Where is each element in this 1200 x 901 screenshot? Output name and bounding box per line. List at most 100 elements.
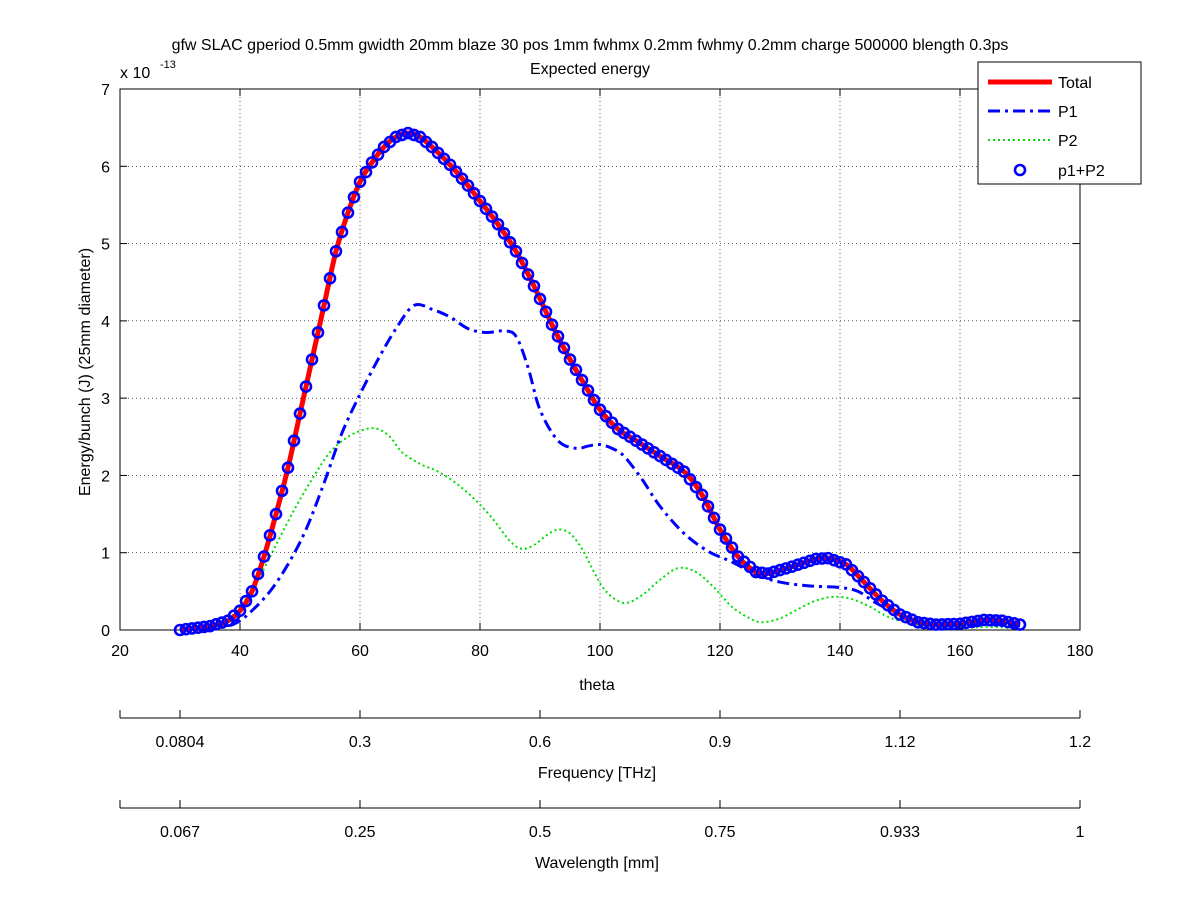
legend-label: P1	[1058, 104, 1078, 121]
series-p1-line	[179, 302, 1021, 632]
series-marker	[335, 225, 349, 239]
series-marker	[233, 604, 247, 617]
plot-frame	[119, 88, 1081, 631]
y-tick-label: 5	[101, 237, 110, 254]
frequency-tick-label: 0.6	[529, 734, 551, 751]
series-layer	[173, 126, 1027, 637]
series-marker	[551, 330, 565, 343]
series-marker	[815, 552, 829, 565]
series-marker	[209, 618, 223, 631]
wavelength-tick-label: 0.5	[529, 824, 551, 841]
series-marker	[293, 407, 307, 420]
legend-label: Total	[1058, 75, 1092, 92]
frequency-tick-label: 1.12	[884, 734, 915, 751]
y-tick-label: 4	[101, 314, 110, 331]
series-marker	[461, 179, 475, 192]
series-marker	[905, 613, 919, 626]
series-marker	[947, 617, 961, 631]
series-marker	[515, 256, 529, 270]
legend-item-p1: P1	[988, 104, 1078, 121]
series-marker	[557, 341, 571, 355]
x-tick-label: 80	[471, 643, 489, 660]
frequency-tick-label: 1.2	[1069, 734, 1091, 751]
x-tick-label: 60	[351, 643, 369, 660]
chart-subtitle: Expected energy	[530, 61, 650, 78]
series-marker	[251, 567, 265, 581]
series-marker	[359, 165, 373, 179]
series-marker	[833, 555, 847, 569]
series-marker	[581, 384, 595, 397]
series-marker	[695, 488, 709, 502]
series-marker	[179, 622, 193, 636]
series-marker	[767, 565, 781, 579]
y-tick-label: 6	[101, 159, 110, 176]
legend-item-total: Total	[988, 75, 1092, 92]
series-marker	[935, 618, 949, 631]
series-marker	[311, 326, 325, 339]
series-marker	[533, 292, 547, 306]
wavelength-tick-label: 0.067	[160, 824, 200, 841]
series-marker	[791, 558, 805, 571]
series-marker	[185, 622, 199, 635]
x-tick-label: 140	[827, 643, 854, 660]
series-marker	[443, 158, 457, 172]
series-marker	[317, 299, 331, 312]
series-marker	[173, 623, 187, 637]
series-marker	[323, 272, 337, 285]
series-marker	[191, 621, 205, 634]
y-axis-label: Energy/bunch (J) (25mm diameter)	[77, 248, 94, 496]
wavelength-tick-label: 0.933	[880, 824, 920, 841]
series-marker	[485, 210, 499, 223]
axis-layer: 20 40 60 80 100 120 140 160 180 0 1 2 3 4 5 6 7	[101, 82, 1093, 660]
series-marker	[563, 353, 577, 366]
series-marker	[785, 560, 799, 573]
series-marker	[473, 194, 487, 208]
series-marker	[245, 585, 259, 598]
series-marker	[479, 202, 493, 216]
y-tick-label: 1	[101, 546, 110, 563]
series-marker	[683, 472, 697, 486]
wavelength-tick-label: 1	[1076, 824, 1085, 841]
series-marker	[965, 615, 979, 629]
series-marker	[467, 187, 481, 200]
wavelength-axis: 0.067 0.25 0.5 0.75 0.933 1 Wavelength [mm]	[119, 800, 1085, 872]
series-marker	[407, 128, 421, 142]
series-marker	[239, 594, 253, 608]
series-marker	[977, 613, 991, 627]
series-p2-line	[179, 427, 1021, 631]
series-marker	[203, 619, 217, 633]
series-marker	[1013, 618, 1027, 631]
grid-layer	[120, 89, 1080, 630]
series-marker	[755, 566, 769, 580]
series-marker	[329, 245, 343, 258]
frequency-tick-label: 0.3	[349, 734, 371, 751]
series-marker	[749, 565, 763, 579]
x-tick-label: 40	[231, 643, 249, 660]
series-marker	[263, 529, 277, 542]
plot-area: 20 40 60 80 100 120 140 160 180 0 1 2 3 4 5 6 7	[101, 82, 1093, 660]
series-marker	[587, 393, 601, 407]
x-tick-label: 120	[707, 643, 734, 660]
series-marker	[893, 608, 907, 621]
series-marker	[503, 235, 517, 249]
series-marker	[347, 190, 361, 204]
y-exponent-power: -13	[160, 59, 176, 71]
series-marker	[821, 551, 835, 565]
series-marker	[911, 615, 925, 629]
series-marker	[941, 617, 955, 631]
wavelength-tick-label: 0.75	[704, 824, 735, 841]
series-marker	[1007, 617, 1021, 630]
series-marker	[371, 148, 385, 161]
frequency-tick-label: 0.0804	[156, 734, 205, 751]
series-marker	[539, 305, 553, 319]
legend-items: Total P1 P2 p1+P2	[988, 75, 1105, 180]
series-marker	[713, 523, 727, 536]
y-tick-label: 2	[101, 468, 110, 485]
series-marker	[995, 614, 1009, 628]
series-marker	[983, 613, 997, 627]
series-marker	[287, 434, 301, 447]
series-marker	[569, 363, 583, 377]
series-marker	[575, 373, 589, 387]
x-tick-label: 20	[111, 643, 129, 660]
